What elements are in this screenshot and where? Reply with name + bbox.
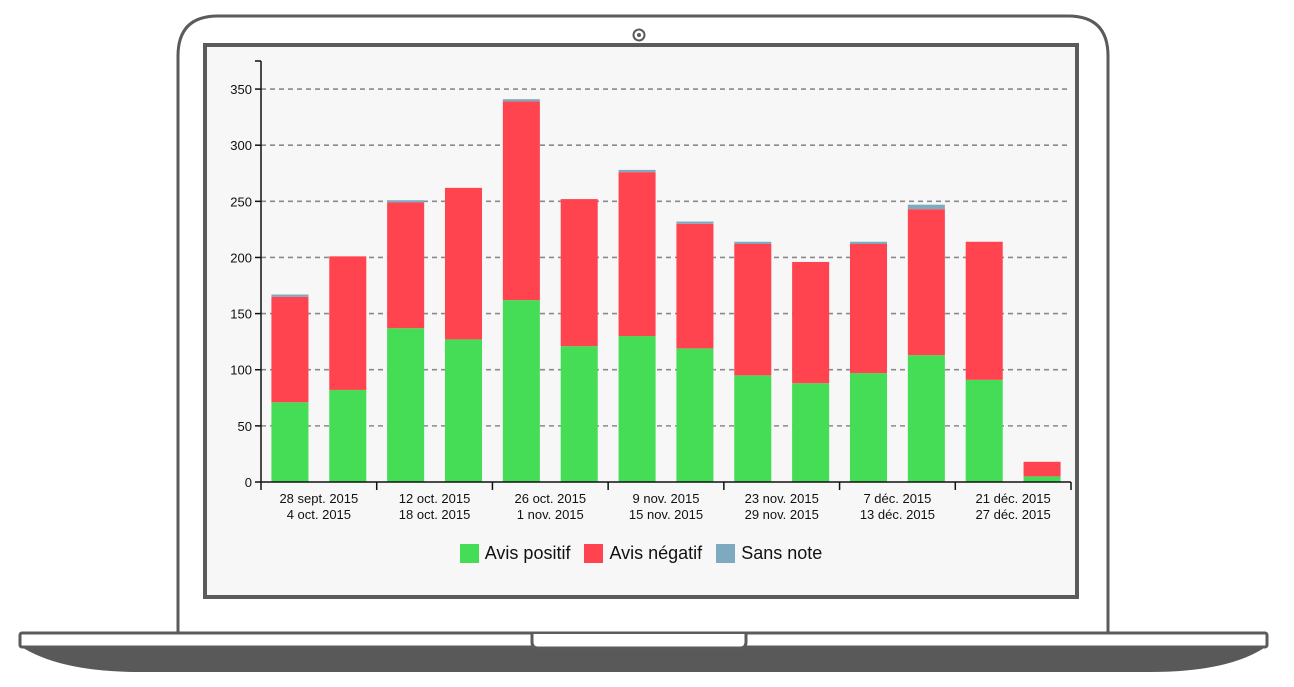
y-tick-label: 50	[238, 419, 252, 434]
screen-bezel	[203, 43, 1079, 599]
bar-segment-no-rating	[387, 200, 425, 203]
bar-segment-no-rating	[502, 99, 540, 102]
bar-segment-negative	[387, 202, 425, 329]
bar-segment-positive	[618, 336, 656, 482]
bar-segment-positive	[329, 389, 367, 482]
y-tick-label: 300	[230, 138, 252, 153]
bar-segment-no-rating	[271, 294, 309, 297]
bar-segment-positive	[560, 346, 598, 482]
chart-legend: Avis positif Avis négatif Sans note	[207, 543, 1075, 564]
x-tick-label-start: 26 oct. 2015	[515, 491, 587, 506]
bar-segment-no-rating	[734, 241, 772, 244]
legend-item-negative: Avis négatif	[584, 543, 702, 564]
bar-segment-no-rating	[907, 204, 945, 210]
bar-segment-negative	[444, 187, 483, 340]
legend-label-negative: Avis négatif	[609, 543, 703, 563]
y-tick-label: 250	[230, 194, 252, 209]
legend-swatch-negative	[584, 544, 604, 563]
y-tick-label: 100	[230, 363, 252, 378]
x-tick-label-start: 7 déc. 2015	[863, 491, 931, 506]
bar-segment-positive	[387, 328, 425, 482]
x-tick-label-end: 1 nov. 2015	[517, 507, 584, 522]
bar-segment-positive	[444, 339, 483, 482]
legend-swatch-positive	[459, 544, 479, 563]
y-tick-label: 200	[230, 250, 252, 265]
bar-segment-negative	[560, 199, 598, 347]
bar-segment-negative	[907, 209, 945, 356]
laptop-notch	[530, 634, 748, 650]
bar-segment-negative	[618, 172, 656, 337]
x-tick-label-end: 27 déc. 2015	[976, 507, 1051, 522]
bar-segment-positive	[965, 379, 1003, 482]
legend-label-no-rating: Sans note	[741, 543, 823, 563]
bar-segment-negative	[734, 243, 772, 376]
chart-screen: 0 50 100 150 200 250 300 350 28 sept. 2015 4 oct.…	[207, 47, 1075, 595]
legend-label-positive: Avis positif	[484, 543, 571, 563]
bar-segment-negative	[792, 261, 830, 384]
bar-segment-no-rating	[849, 241, 888, 244]
x-tick-label-end: 18 oct. 2015	[399, 507, 471, 522]
x-tick-label-end: 29 nov. 2015	[745, 507, 819, 522]
x-tick-label-start: 28 sept. 2015	[279, 491, 358, 506]
bar-segment-negative	[676, 223, 714, 349]
x-tick-label-start: 9 nov. 2015	[633, 491, 700, 506]
bar-segment-positive	[792, 383, 830, 482]
bar-segment-positive	[907, 355, 945, 482]
laptop-base-shadow	[20, 646, 1267, 672]
legend-item-positive: Avis positif	[459, 543, 571, 564]
bar-segment-no-rating	[618, 169, 656, 173]
legend-item-no-rating: Sans note	[716, 543, 822, 564]
y-tick-label: 0	[245, 475, 252, 490]
x-tick-label-start: 23 nov. 2015	[745, 491, 819, 506]
bar-segment-positive	[271, 402, 309, 482]
y-tick-label: 350	[230, 82, 252, 97]
bar-segment-negative	[329, 256, 367, 390]
bar-segment-positive	[849, 373, 888, 482]
x-tick-label-start: 12 oct. 2015	[399, 491, 471, 506]
bar-segment-no-rating	[676, 221, 714, 224]
bar-segment-negative	[1023, 461, 1061, 477]
y-tick-label: 150	[230, 307, 252, 322]
bar-segment-positive	[1023, 476, 1061, 482]
x-tick-label-start: 21 déc. 2015	[976, 491, 1051, 506]
bar-segment-negative	[965, 241, 1003, 380]
x-tick-label-end: 4 oct. 2015	[287, 507, 351, 522]
bar-segment-negative	[271, 296, 309, 403]
legend-swatch-no-rating	[716, 544, 736, 563]
bar-segment-negative	[849, 243, 888, 374]
x-tick-label-end: 15 nov. 2015	[629, 507, 703, 522]
bar-segment-positive	[676, 348, 714, 482]
x-tick-label-end: 13 déc. 2015	[860, 507, 935, 522]
bar-segment-negative	[502, 101, 540, 301]
bar-segment-positive	[502, 300, 540, 482]
bar-segment-positive	[734, 375, 772, 482]
